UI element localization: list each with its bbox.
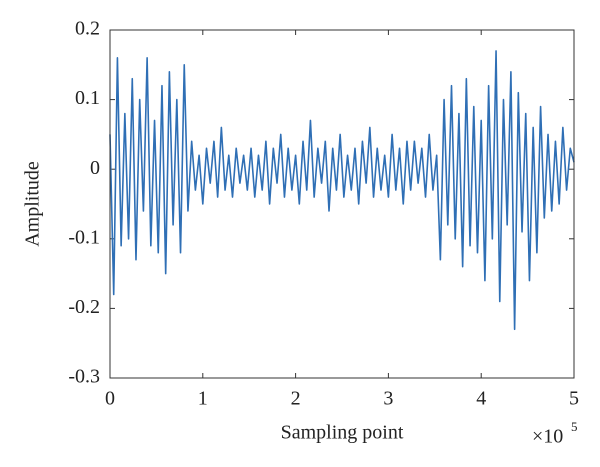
x-tick-label: 5: [569, 388, 579, 410]
x-axis-label: Sampling point: [281, 422, 404, 444]
y-tick-label: -0.3: [68, 366, 100, 388]
y-tick-label: 0.1: [75, 87, 100, 109]
x-tick-label: 4: [476, 388, 486, 410]
x-tick-label: 1: [198, 388, 208, 410]
x-tick-label: 3: [383, 388, 393, 410]
x-tick-label: 2: [291, 388, 301, 410]
x-multiplier-exponent: 5: [571, 419, 578, 434]
y-axis-label: Amplitude: [22, 161, 44, 247]
y-tick-label: 0.2: [75, 18, 100, 40]
y-tick-label: -0.1: [68, 226, 100, 248]
plot-frame: [109, 29, 575, 379]
x-tick-label: 0: [105, 388, 115, 410]
y-tick-label: -0.2: [68, 296, 100, 318]
data-line: [109, 50, 575, 331]
y-tick-label: 0: [90, 157, 100, 179]
x-multiplier: ×10: [532, 426, 563, 448]
